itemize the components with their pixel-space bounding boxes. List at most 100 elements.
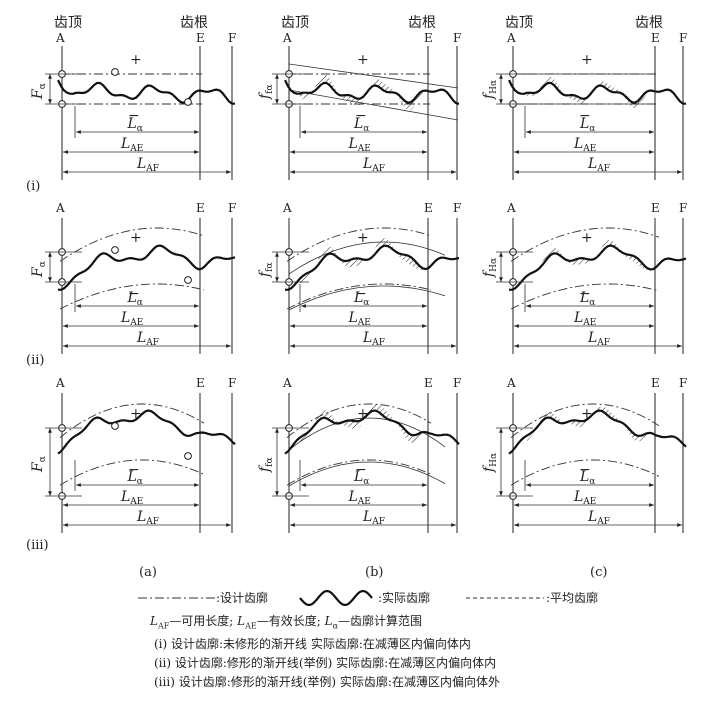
point-f-iii-a: F — [228, 376, 236, 390]
deviation-symbol-ii-a: Fα — [30, 261, 48, 278]
design-profile-lower-ii-c — [510, 283, 660, 310]
actual-profile-iii-c — [508, 409, 687, 455]
point-e-ii-b: E — [424, 201, 433, 215]
panel-i-a: A E F Lα LAE LAF Fα + − — [30, 31, 236, 180]
design-profile-upper-ii-a — [59, 227, 205, 262]
caption-l-af-sub: AF — [157, 621, 170, 631]
legend-mean-label: :平均齿廓 — [546, 590, 598, 605]
dim-l-ae-label-ii-a: LAE — [120, 310, 143, 328]
deviation-symbol-i-a: Fα — [30, 83, 48, 100]
label-tip-b: 齿顶 — [281, 15, 309, 31]
caption-l-ae-sub: AE — [245, 621, 257, 631]
mean-profile-0-ii-b — [288, 241, 446, 275]
legend-design-label: :设计齿廓 — [216, 590, 268, 605]
sign-plus-ii-b: + — [357, 230, 369, 246]
legend-actual-label: :实际齿廓 — [378, 590, 430, 605]
deviation-symbol-ii-c: fHα — [481, 258, 499, 278]
caption-note-3: (iii) 设计齿廓:修形的渐开线(举例) 实际齿廓:在减薄区内偏向体外 — [154, 675, 500, 690]
sign-plus-iii-a: + — [130, 406, 142, 422]
point-f-i-b: F — [453, 31, 461, 45]
mean-profile-0-iii-b — [288, 417, 446, 451]
deviation-symbol-ii-b: ffα — [257, 262, 275, 278]
sign-plus-ii-c: + — [581, 230, 593, 246]
panel-iii-b: A E F Lα LAE LAF ffα + − — [257, 376, 461, 533]
caption-l-af-symbol: L — [150, 614, 158, 628]
panel-ii-b: A E F Lα LAE LAF ffα + − — [257, 201, 461, 354]
deviation-hatch-iii-b — [300, 404, 426, 445]
actual-profile-ii-c — [508, 244, 687, 291]
caption-l-alpha-text: —齿廓计算范围 — [338, 614, 423, 628]
dim-l-ae-label-iii-c: LAE — [573, 489, 596, 507]
sign-minus-iii-a: − — [128, 462, 140, 478]
point-a-iii-c: A — [506, 376, 516, 390]
sign-plus-i-c: + — [581, 52, 593, 68]
sign-plus-ii-a: + — [130, 230, 142, 246]
point-a-i-c: A — [506, 31, 516, 45]
caption-l-alpha-symbol: L — [324, 614, 333, 628]
deviation-symbol-iii-b: ffα — [257, 457, 275, 473]
actual-profile-ii-a — [57, 244, 236, 291]
deviation-hatch-i-b — [300, 74, 426, 111]
deviation-symbol-iii-a: Fα — [30, 456, 48, 473]
actual-profile-iii-a — [57, 409, 236, 455]
panel-ii-c: A E F Lα LAE LAF fHα + − — [481, 201, 687, 354]
sign-minus-i-b: − — [355, 108, 367, 124]
sign-minus-i-a: − — [128, 108, 140, 124]
design-profile-lower-iii-a — [59, 459, 205, 486]
label-root-b: 齿根 — [408, 15, 436, 31]
point-a-iii-b: A — [282, 376, 292, 390]
point-a-i-b: A — [282, 31, 292, 45]
point-e-i-b: E — [424, 31, 433, 45]
panel-ii-a: A E F Lα LAE LAF Fα + − — [30, 201, 236, 354]
sign-plus-i-b: + — [357, 52, 369, 68]
sign-minus-ii-c: − — [579, 286, 591, 302]
caption-note-1: (i) 设计齿廓:未修形的渐开线 实际齿廓:在减薄区内偏向体内 — [154, 637, 471, 652]
mean-profile-1-iii-b — [288, 461, 446, 487]
label-tip-c: 齿顶 — [505, 15, 533, 31]
dim-l-alpha-label-i-a: Lα — [127, 116, 143, 134]
point-f-i-a: F — [228, 31, 236, 45]
dim-l-alpha-label-ii-a: Lα — [127, 290, 143, 308]
point-marker-2-iii-a — [111, 422, 119, 430]
sign-plus-iii-b: + — [357, 406, 369, 422]
point-f-iii-c: F — [679, 376, 687, 390]
dim-l-alpha-label-iii-c: Lα — [579, 469, 595, 487]
point-e-i-a: E — [196, 31, 205, 45]
panel-i-b: A E F Lα LAE LAF ffα + − — [257, 31, 461, 180]
caption-definitions: LAF—可用长度; LAE—有效长度; Lα—齿廓计算范围 — [150, 612, 710, 635]
design-profile-lower-ii-b — [286, 283, 432, 310]
design-profile-upper-iii-c — [510, 403, 660, 438]
design-profile-upper-ii-c — [510, 227, 660, 262]
caption-l-ae-symbol: L — [237, 614, 246, 628]
design-profile-upper-iii-a — [59, 403, 205, 438]
point-e-ii-c: E — [651, 201, 660, 215]
sign-minus-ii-a: − — [128, 286, 140, 302]
design-profile-lower-iii-b — [286, 459, 432, 486]
caption-l-af-text: —可用长度; — [169, 614, 234, 628]
point-a-iii-a: A — [55, 376, 65, 390]
point-a-ii-b: A — [282, 201, 292, 215]
point-a-i-a: A — [55, 31, 65, 45]
labels-group: 齿顶 齿根 齿顶 齿根 齿顶 齿根 (i) (ii) (iii) (a) (b) (c) — [26, 15, 663, 580]
point-marker-2-ii-a — [111, 246, 119, 254]
point-e-ii-a: E — [196, 201, 205, 215]
design-profile-upper-ii-b — [286, 227, 432, 262]
dim-l-af-label-iii-c: LAF — [587, 509, 610, 527]
point-marker-3-ii-a — [184, 276, 192, 284]
design-profile-lower-ii-a — [59, 283, 205, 310]
dim-l-af-label-iii-a: LAF — [136, 509, 159, 527]
sign-minus-iii-b: − — [355, 462, 367, 478]
dim-l-ae-label-iii-a: LAE — [120, 489, 143, 507]
deviation-hatch-iii-c — [527, 406, 653, 442]
dim-l-af-label-i-a: LAF — [136, 156, 159, 174]
point-marker-3-iii-a — [184, 452, 192, 460]
point-marker-2-i-a — [111, 68, 119, 76]
point-a-ii-a: A — [55, 201, 65, 215]
column-label-b: (b) — [365, 565, 383, 580]
dim-l-af-label-ii-c: LAF — [587, 330, 610, 348]
legend: :设计齿廓 :实际齿廓 :平均齿廓 — [138, 590, 598, 606]
dim-l-alpha-label-i-b: Lα — [353, 116, 369, 134]
point-f-iii-b: F — [453, 376, 461, 390]
sign-minus-i-c: − — [579, 108, 591, 124]
dim-l-alpha-label-iii-a: Lα — [127, 469, 143, 487]
